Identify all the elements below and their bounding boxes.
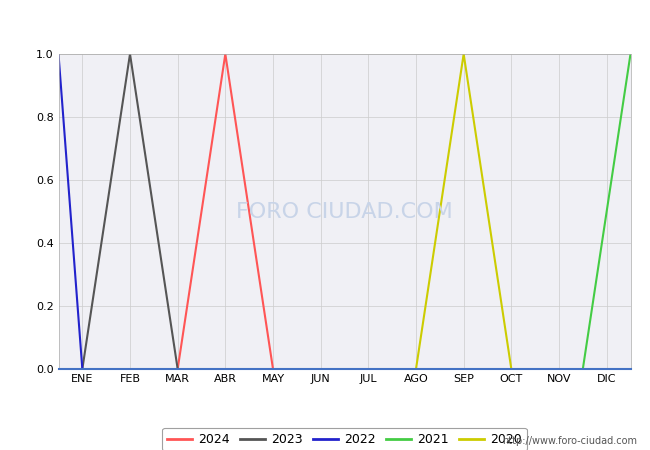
Text: Matriculaciones de Vehiculos en Rioseco de Soria: Matriculaciones de Vehiculos en Rioseco … [136, 19, 514, 35]
Text: FORO CIUDAD.COM: FORO CIUDAD.COM [236, 202, 453, 221]
Text: http://www.foro-ciudad.com: http://www.foro-ciudad.com [502, 436, 637, 446]
Legend: 2024, 2023, 2022, 2021, 2020: 2024, 2023, 2022, 2021, 2020 [162, 428, 526, 450]
